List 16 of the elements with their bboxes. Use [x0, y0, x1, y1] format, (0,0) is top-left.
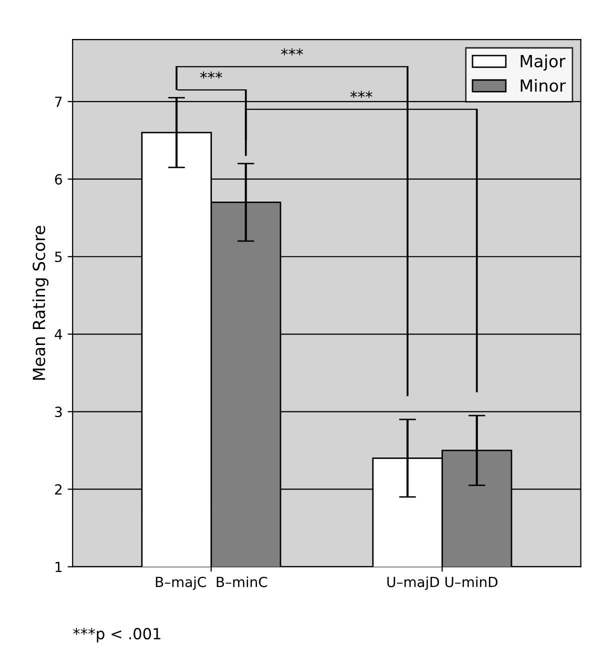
y-tick-label: 2 — [55, 484, 62, 494]
y-tick-label: 1 — [56, 562, 62, 572]
y-tick-label: 7 — [55, 96, 62, 107]
x-tick-label: B–majC B–minC — [156, 576, 268, 590]
y-tick-label: 3 — [55, 406, 62, 418]
legend-label: Minor — [520, 79, 566, 92]
annotation: *** — [281, 48, 304, 56]
annotation: *** — [200, 72, 222, 79]
y-tick-label: 5 — [55, 252, 62, 262]
annotation: *** — [350, 90, 372, 98]
text: ***p < .001 — [73, 628, 160, 642]
x-tick-label: U–majD U–minD — [387, 576, 498, 590]
legend-label: Major — [520, 54, 566, 71]
y-tick-label: 6 — [55, 174, 62, 185]
y-tick-label: 4 — [54, 329, 62, 340]
y-axis-title: Mean Rating Score — [32, 226, 48, 380]
